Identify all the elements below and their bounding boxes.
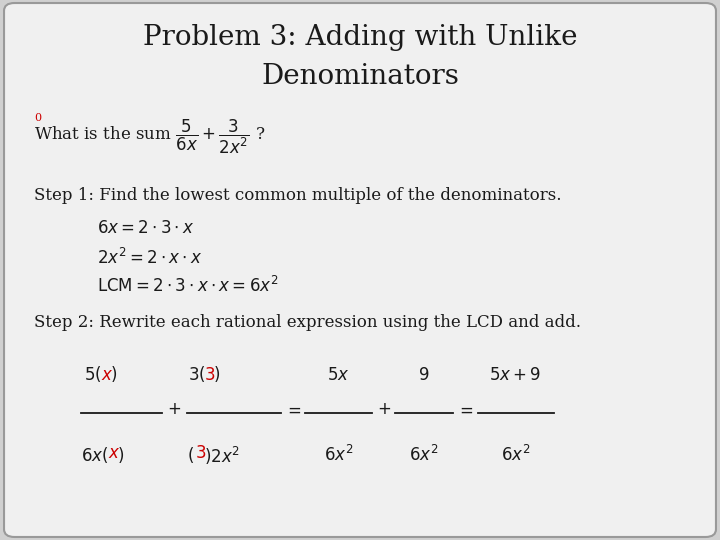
Text: $)$: $)$ (213, 364, 220, 384)
Text: $5x+9$: $5x+9$ (490, 367, 541, 384)
Text: $6x($: $6x($ (81, 445, 109, 465)
Text: $\mathrm{LCM} = 2 \cdot 3 \cdot x \cdot x = 6x^2$: $\mathrm{LCM} = 2 \cdot 3 \cdot x \cdot … (97, 276, 279, 296)
Text: $2x^2 = 2 \cdot x \cdot x$: $2x^2 = 2 \cdot x \cdot x$ (97, 248, 203, 268)
Text: $=$: $=$ (456, 401, 474, 418)
Text: $6x = 2 \cdot 3 \cdot x$: $6x = 2 \cdot 3 \cdot x$ (97, 220, 195, 237)
Text: $+$: $+$ (167, 401, 181, 418)
Text: Problem 3: Adding with Unlike: Problem 3: Adding with Unlike (143, 24, 577, 51)
Text: $3$: $3$ (204, 367, 216, 384)
Text: $6x^2$: $6x^2$ (324, 445, 354, 465)
FancyBboxPatch shape (4, 3, 716, 537)
Text: Step 1: Find the lowest common multiple of the denominators.: Step 1: Find the lowest common multiple … (34, 187, 562, 204)
Text: $x$: $x$ (108, 445, 120, 462)
Text: $x$: $x$ (101, 367, 113, 384)
Text: $3($: $3($ (188, 364, 206, 384)
Text: Step 2: Rewrite each rational expression using the LCD and add.: Step 2: Rewrite each rational expression… (34, 314, 581, 331)
Text: $+$: $+$ (377, 401, 391, 418)
Text: $($: $($ (186, 445, 194, 465)
Text: $5($: $5($ (84, 364, 102, 384)
Text: $)$: $)$ (110, 364, 117, 384)
Text: $6x^2$: $6x^2$ (501, 445, 530, 465)
Text: $9$: $9$ (418, 367, 429, 384)
Text: $3$: $3$ (196, 445, 207, 462)
Text: 0: 0 (34, 113, 41, 124)
Text: $6x^2$: $6x^2$ (409, 445, 438, 465)
Text: $)$: $)$ (117, 445, 125, 465)
Text: What is the sum $\dfrac{5}{6x} + \dfrac{3}{2x^2}$ ?: What is the sum $\dfrac{5}{6x} + \dfrac{… (34, 118, 265, 157)
Text: $)2x^2$: $)2x^2$ (204, 445, 240, 467)
Text: $=$: $=$ (284, 401, 302, 418)
Text: $5x$: $5x$ (328, 367, 350, 384)
Text: Denominators: Denominators (261, 63, 459, 90)
